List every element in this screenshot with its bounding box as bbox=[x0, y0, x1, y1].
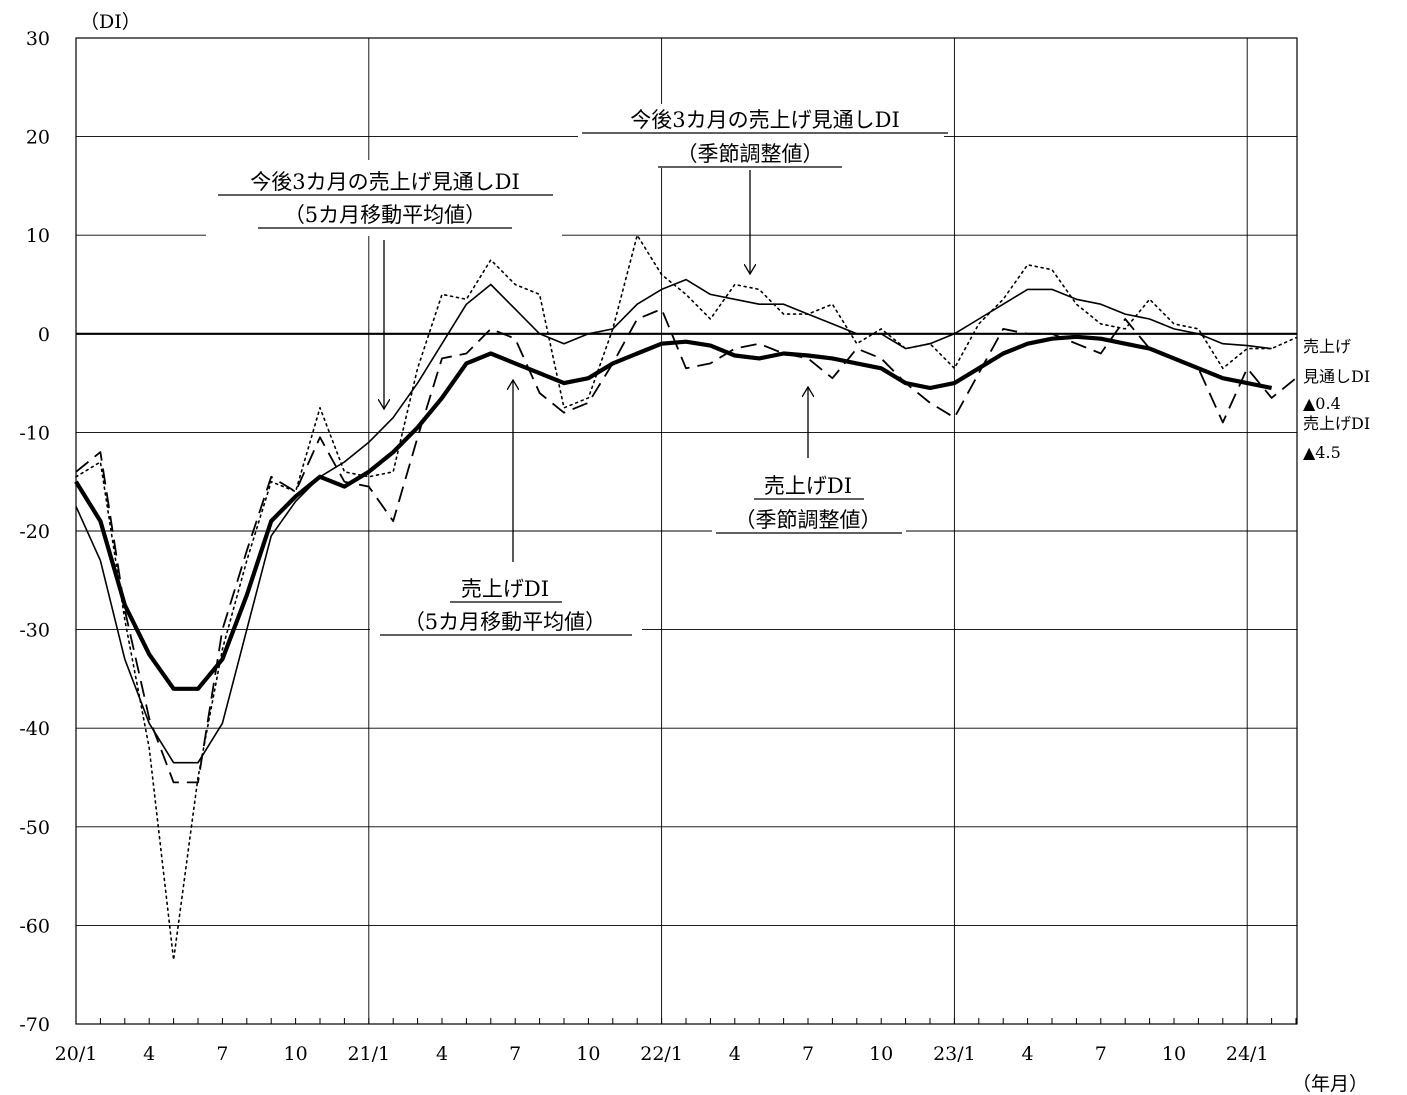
x-tick-label: 24/1 bbox=[1226, 1043, 1269, 1065]
side-label-expect-title-2: 見通しDI bbox=[1303, 367, 1370, 386]
y-tick-label: 10 bbox=[26, 225, 50, 247]
annotation-background bbox=[206, 160, 562, 236]
side-labels: 売上げ 見通しDI ▲0.4 売上げDI ▲4.5 bbox=[1303, 337, 1370, 462]
y-tick-label: -40 bbox=[19, 718, 50, 740]
annotation-background bbox=[370, 566, 642, 652]
annotation-expect-ma-title: 今後3カ月の売上げ見通しDI bbox=[250, 170, 520, 194]
x-tick-label: 4 bbox=[143, 1043, 155, 1065]
side-label-sales-value: ▲4.5 bbox=[1303, 443, 1341, 462]
y-tick-label: -30 bbox=[19, 620, 50, 642]
series-sales-ma-line bbox=[74, 334, 1273, 691]
x-tick-label: 20/1 bbox=[55, 1043, 98, 1065]
annotation-background bbox=[578, 104, 944, 168]
y-tick-label: 30 bbox=[26, 28, 50, 50]
series-group bbox=[74, 234, 1297, 961]
y-axis-label: （DI） bbox=[80, 11, 141, 33]
x-tick-label: 21/1 bbox=[347, 1043, 390, 1065]
x-tick-label: 4 bbox=[1022, 1043, 1034, 1065]
x-tick-label: 4 bbox=[436, 1043, 448, 1065]
series-expectation-ma-line bbox=[75, 278, 1272, 764]
x-tick-label: 7 bbox=[216, 1043, 228, 1065]
side-label-expect-value: ▲0.4 bbox=[1303, 394, 1341, 413]
side-label-expect-title-1: 売上げ bbox=[1303, 337, 1351, 356]
x-tick-label: 22/1 bbox=[640, 1043, 683, 1065]
y-tick-label: -50 bbox=[19, 817, 50, 839]
annotation-sales-sa-sub: （季節調整値） bbox=[735, 508, 882, 532]
x-tick-label: 7 bbox=[1095, 1043, 1107, 1065]
annotation-sales-sa-title: 売上げDI bbox=[764, 474, 852, 498]
x-tick-label: 7 bbox=[802, 1043, 814, 1065]
series-expectation-sa-line bbox=[75, 234, 1297, 961]
x-tick-label: 10 bbox=[869, 1043, 893, 1065]
side-label-sales-title: 売上げDI bbox=[1303, 414, 1370, 433]
x-axis-label: （年月） bbox=[1292, 1073, 1368, 1095]
annotation-expect-sa: 今後3カ月の売上げ見通しDI （季節調整値） bbox=[578, 104, 948, 274]
y-tick-label: 20 bbox=[26, 127, 50, 149]
annotation-expect-ma-sub: （5カ月移動平均値） bbox=[284, 203, 486, 227]
series-sales-sa-line bbox=[75, 308, 1297, 784]
annotation-background bbox=[712, 467, 906, 537]
x-tick-label: 4 bbox=[729, 1043, 741, 1065]
annotation-expect-ma: 今後3カ月の売上げ見通しDI （5カ月移動平均値） bbox=[206, 160, 562, 409]
x-tick-label: 10 bbox=[576, 1043, 600, 1065]
y-tick-label: -10 bbox=[19, 422, 50, 444]
annotation-sales-ma-title: 売上げDI bbox=[461, 577, 549, 601]
x-tick-label: 7 bbox=[509, 1043, 521, 1065]
y-tick-label: 0 bbox=[38, 324, 50, 346]
annotation-sales-sa: 売上げDI （季節調整値） bbox=[712, 387, 906, 537]
x-tick-label: 23/1 bbox=[933, 1043, 976, 1065]
x-tick-label: 10 bbox=[1162, 1043, 1186, 1065]
annotation-sales-ma-sub: （5カ月移動平均値） bbox=[404, 610, 606, 634]
y-tick-label: -70 bbox=[19, 1014, 50, 1036]
y-tick-label: -20 bbox=[19, 521, 50, 543]
x-tick-label: 10 bbox=[284, 1043, 308, 1065]
annotation-expect-sa-sub: （季節調整値） bbox=[677, 142, 824, 166]
annotation-sales-ma: 売上げDI （5カ月移動平均値） bbox=[370, 380, 642, 652]
y-tick-label: -60 bbox=[19, 915, 50, 937]
annotation-expect-sa-title: 今後3カ月の売上げ見通しDI bbox=[630, 108, 900, 132]
